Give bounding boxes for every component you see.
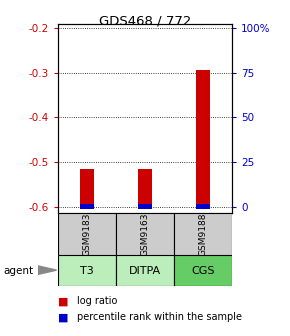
Text: GSM9188: GSM9188 <box>198 213 208 256</box>
Bar <box>196 204 210 209</box>
Bar <box>58 255 116 286</box>
Text: DITPA: DITPA <box>129 266 161 276</box>
Bar <box>138 204 152 209</box>
Bar <box>174 255 232 286</box>
Bar <box>174 213 232 255</box>
Bar <box>58 213 116 255</box>
Text: CGS: CGS <box>191 266 215 276</box>
Bar <box>138 169 152 209</box>
Text: ■: ■ <box>58 312 68 323</box>
Polygon shape <box>38 266 57 275</box>
Text: agent: agent <box>3 266 33 276</box>
Bar <box>196 71 210 209</box>
Text: ■: ■ <box>58 296 68 306</box>
Text: log ratio: log ratio <box>77 296 117 306</box>
Bar <box>80 204 94 209</box>
Text: percentile rank within the sample: percentile rank within the sample <box>77 312 242 323</box>
Bar <box>80 169 94 209</box>
Bar <box>116 255 174 286</box>
Text: GSM9183: GSM9183 <box>82 213 92 256</box>
Bar <box>116 213 174 255</box>
Text: GSM9163: GSM9163 <box>140 213 150 256</box>
Text: GDS468 / 772: GDS468 / 772 <box>99 14 191 27</box>
Text: T3: T3 <box>80 266 94 276</box>
